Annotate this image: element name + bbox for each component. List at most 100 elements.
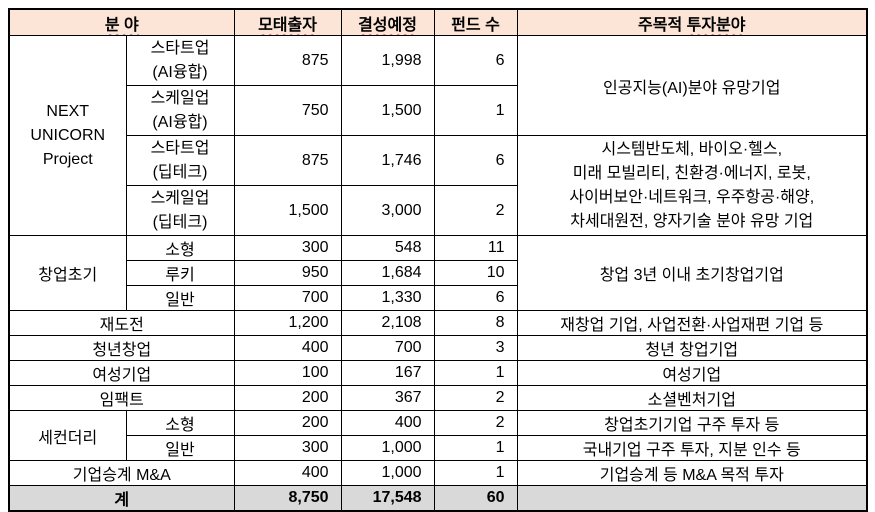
motae-value-cell: 750 xyxy=(233,85,342,136)
table-row: 기업승계 M&A 400 1,000 1 기업승계 등 M&A 목적 투자 xyxy=(8,460,868,486)
subcategory-cell: 스케일업 (딥테크) xyxy=(125,185,235,236)
purpose-header-word: 투자분야 xyxy=(686,16,746,34)
field-header-label: 분 야 xyxy=(104,16,139,34)
motae-value-cell: 950 xyxy=(233,260,342,286)
planned-value-cell: 1,000 xyxy=(340,435,435,461)
motae-value-cell: 1,500 xyxy=(233,185,342,236)
subcategory-cell: 스타트업 (딥테크) xyxy=(125,135,235,186)
subcategory-cell: 소형 xyxy=(125,235,235,261)
planned-value-cell: 1,000 xyxy=(340,460,435,486)
total-motae-cell: 8,750 xyxy=(233,485,342,512)
table-row: NEXT UNICORN Project 스타트업 (AI융합) 875 1,9… xyxy=(8,35,868,236)
planned-value-cell: 548 xyxy=(340,235,435,261)
fund-count-cell: 1 xyxy=(433,435,518,461)
subcategory-cell: 일반 xyxy=(125,285,235,311)
table-row: 창업초기 소형 300 548 11 창업 3년 이내 초기창업기업 xyxy=(8,235,868,311)
col-header-motae: 모태출자 xyxy=(233,8,342,36)
col-header-fund-count: 펀드 수 xyxy=(433,8,518,36)
planned-value-cell: 1,684 xyxy=(340,260,435,286)
purpose-cell: 창업초기기업 구주 투자 등 xyxy=(516,410,868,436)
purpose-cell: 소셜벤처기업 xyxy=(516,385,868,411)
planned-value-cell: 1,500 xyxy=(340,85,435,136)
table-row: 일반 300 1,000 1 국내기업 구주 투자, 지분 인수 등 xyxy=(9,435,868,461)
group-cell-early-stage: 창업초기 xyxy=(8,235,127,311)
table-row: 임팩트 200 367 2 소셜벤처기업 xyxy=(8,385,868,411)
purpose-header-prefix: 주목적 xyxy=(638,16,683,34)
category-cell-youth: 청년창업 xyxy=(8,335,235,361)
motae-header-label: 모태출자 xyxy=(258,16,317,34)
header-row: 분 야 모태출자 결성예정 펀드 수 주목적 투자분야 xyxy=(8,8,868,36)
category-cell-impact: 임팩트 xyxy=(8,385,235,411)
motae-value-cell: 400 xyxy=(233,335,342,361)
purpose-cell-early-stage: 창업 3년 이내 초기창업기업 xyxy=(516,235,868,311)
subcategory-cell: 스타트업 (AI융합) xyxy=(125,35,235,86)
motae-value-cell: 100 xyxy=(233,360,342,386)
fund-count-cell: 10 xyxy=(433,260,518,286)
fund-budget-table: 분 야 모태출자 결성예정 펀드 수 주목적 투자분야 NEXT UNICORN… xyxy=(8,8,869,512)
motae-value-cell: 300 xyxy=(233,235,342,261)
purpose-cell: 청년 창업기업 xyxy=(516,335,868,361)
subcategory-cell: 스케일업 (AI융합) xyxy=(125,85,235,136)
fund-count-cell: 2 xyxy=(433,185,518,236)
motae-value-cell: 875 xyxy=(233,135,342,186)
purpose-cell: 기업승계 등 M&A 목적 투자 xyxy=(516,460,868,486)
total-row: 계 8,750 17,548 60 xyxy=(8,485,868,512)
planned-value-cell: 700 xyxy=(340,335,435,361)
planned-value-cell: 367 xyxy=(340,385,435,411)
col-header-field: 분 야 xyxy=(8,8,235,36)
category-cell-restart: 재도전 xyxy=(8,310,235,336)
category-cell-women: 여성기업 xyxy=(8,360,235,386)
col-header-purpose: 주목적 투자분야 xyxy=(516,8,868,36)
planned-value-cell: 3,000 xyxy=(340,185,435,236)
planned-value-cell: 400 xyxy=(340,410,435,436)
table-row: 세컨더리 소형 200 400 2 창업초기기업 구주 투자 등 xyxy=(8,410,868,461)
subcategory-cell: 소형 xyxy=(125,410,235,436)
motae-value-cell: 1,200 xyxy=(233,310,342,336)
fund-count-cell: 1 xyxy=(433,360,518,386)
motae-value-cell: 700 xyxy=(233,285,342,311)
fund-count-cell: 8 xyxy=(433,310,518,336)
motae-value-cell: 400 xyxy=(233,460,342,486)
table-row: 재도전 1,200 2,108 8 재창업 기업, 사업전환·사업재편 기업 등 xyxy=(8,310,868,336)
total-purpose-cell xyxy=(516,485,868,512)
motae-value-cell: 300 xyxy=(233,435,342,461)
fund-count-cell: 6 xyxy=(433,285,518,311)
table-row: 일반 700 1,330 6 xyxy=(9,285,867,311)
group-cell-next-unicorn: NEXT UNICORN Project xyxy=(8,35,127,236)
total-fund-count-cell: 60 xyxy=(433,485,518,512)
category-cell-ma: 기업승계 M&A xyxy=(8,460,235,486)
purpose-cell: 재창업 기업, 사업전환·사업재편 기업 등 xyxy=(516,310,868,336)
purpose-cell: 국내기업 구주 투자, 지분 인수 등 xyxy=(516,435,868,461)
planned-value-cell: 1,998 xyxy=(340,35,435,86)
planned-value-cell: 1,746 xyxy=(340,135,435,186)
fund-count-cell: 6 xyxy=(433,135,518,186)
fund-count-cell: 6 xyxy=(433,35,518,86)
table-row: 청년창업 400 700 3 청년 창업기업 xyxy=(8,335,868,361)
fund-count-cell: 11 xyxy=(433,235,518,261)
fund-count-cell: 1 xyxy=(433,460,518,486)
total-planned-cell: 17,548 xyxy=(340,485,435,512)
subcategory-cell: 루키 xyxy=(125,260,235,286)
motae-value-cell: 875 xyxy=(233,35,342,86)
planned-value-cell: 167 xyxy=(340,360,435,386)
group-cell-secondary: 세컨더리 xyxy=(8,410,127,461)
planned-header-label: 결성예정 xyxy=(358,16,417,34)
purpose-cell-ai: 인공지능(AI)분야 유망기업 xyxy=(516,35,868,136)
motae-value-cell: 200 xyxy=(233,410,342,436)
fund-count-cell: 2 xyxy=(433,410,518,436)
table-row: 스타트업 (딥테크) 875 1,746 6 시스템반도체, 바이오·헬스, 미… xyxy=(9,135,868,236)
planned-value-cell: 2,108 xyxy=(340,310,435,336)
motae-value-cell: 200 xyxy=(233,385,342,411)
col-header-planned: 결성예정 xyxy=(340,8,435,36)
table-row: 루키 950 1,684 10 xyxy=(9,260,867,286)
fund-count-header-label: 펀드 수 xyxy=(451,16,500,34)
planned-value-cell: 1,330 xyxy=(340,285,435,311)
fund-count-cell: 3 xyxy=(433,335,518,361)
total-label-cell: 계 xyxy=(8,485,235,512)
subcategory-cell: 일반 xyxy=(125,435,235,461)
purpose-cell-deeptech: 시스템반도체, 바이오·헬스, 미래 모빌리티, 친환경·에너지, 로봇, 사이… xyxy=(516,135,868,236)
purpose-cell: 여성기업 xyxy=(516,360,868,386)
table-row: 여성기업 100 167 1 여성기업 xyxy=(8,360,868,386)
fund-count-cell: 1 xyxy=(433,85,518,136)
fund-count-cell: 2 xyxy=(433,385,518,411)
